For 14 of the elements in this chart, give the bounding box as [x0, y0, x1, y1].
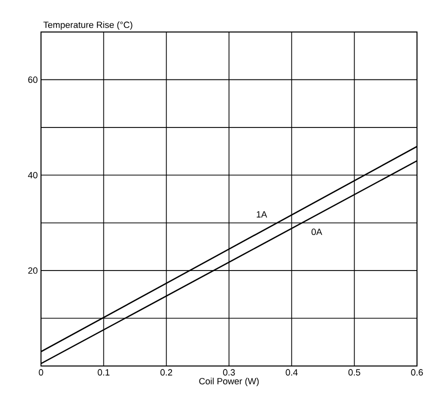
x-tick-label: 0.6	[411, 369, 423, 376]
y-tick-label: 40	[28, 172, 38, 178]
x-tick-label: 0	[38, 369, 44, 376]
x-tick-label: 0.2	[160, 369, 172, 376]
x-tick-label: 0.4	[286, 369, 298, 376]
x-tick-label: 0.5	[348, 369, 360, 376]
x-tick-label: 0.1	[98, 369, 110, 376]
series-label: 0A	[312, 228, 322, 236]
x-axis-title: Coil Power (W)	[199, 378, 259, 386]
y-tick-label: 60	[28, 76, 38, 83]
y-tick-label: 20	[28, 267, 38, 274]
series-label: 1A	[256, 211, 268, 218]
y-axis-title: Temperature Rise (°C)	[43, 21, 132, 30]
x-tick-label: 0.3	[223, 369, 235, 376]
